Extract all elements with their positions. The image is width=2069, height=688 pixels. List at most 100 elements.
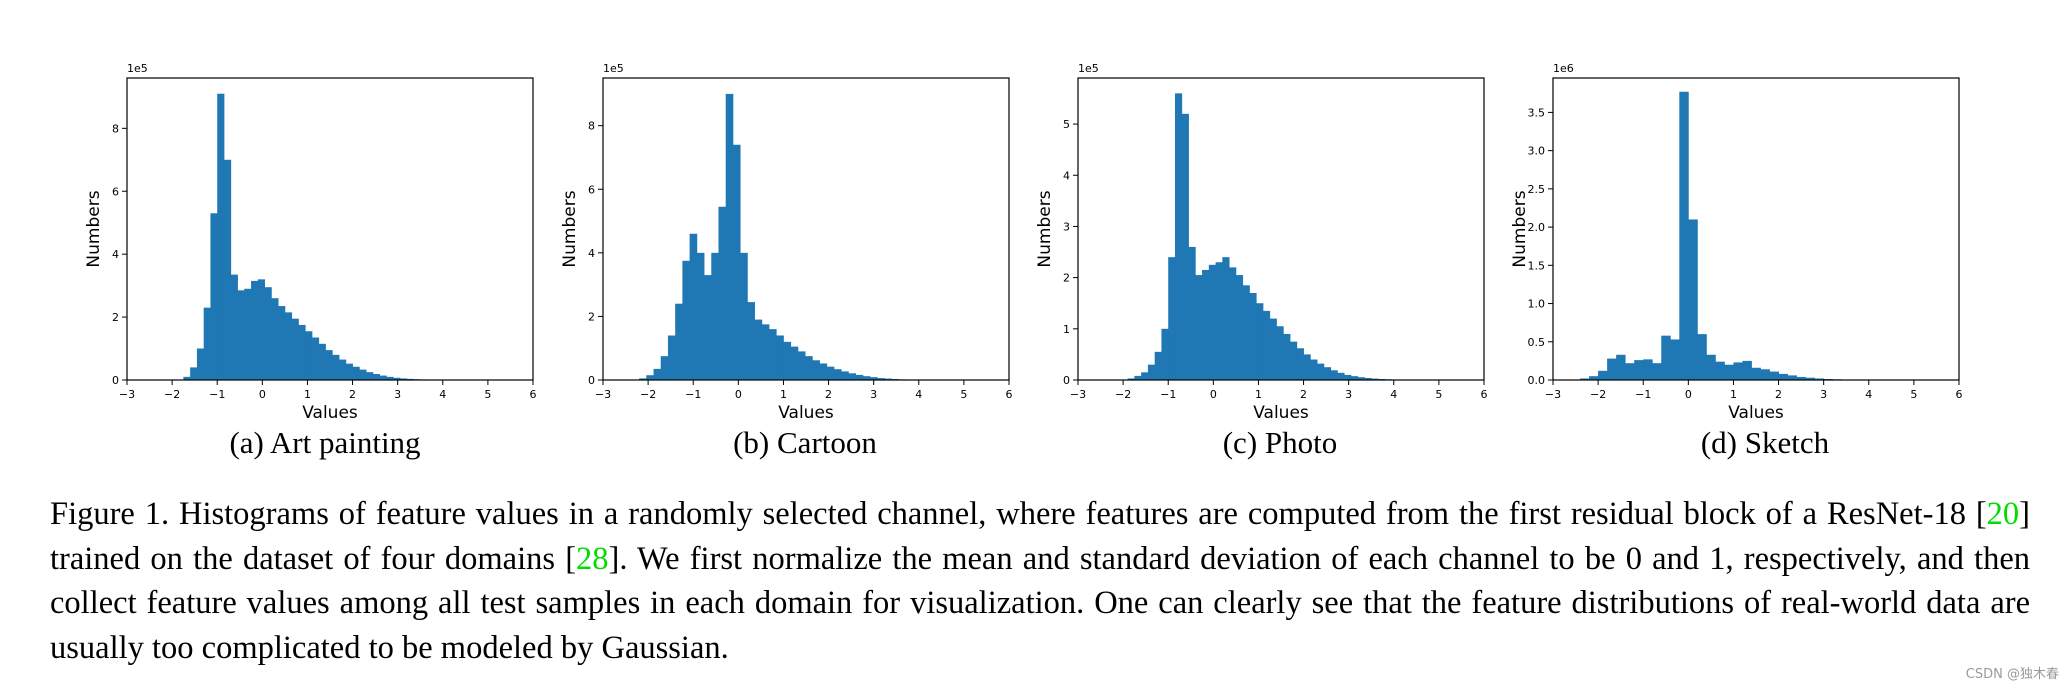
histogram-bar xyxy=(1796,376,1807,380)
histogram-bar xyxy=(689,233,698,380)
histogram-bar xyxy=(379,375,387,380)
x-tick-label: −2 xyxy=(1115,388,1131,401)
subcaption-cartoon: (b) Cartoon xyxy=(733,425,877,460)
histogram-bar xyxy=(1181,113,1189,380)
figure-caption: Figure 1. Histograms of feature values i… xyxy=(50,492,2030,670)
histogram-bar xyxy=(1688,219,1698,380)
citation-link-28[interactable]: 28 xyxy=(576,540,609,577)
histogram-bar xyxy=(833,369,842,380)
histogram-bar xyxy=(1371,378,1379,380)
y-tick-label: 0.5 xyxy=(1528,336,1546,349)
histogram-bar xyxy=(264,287,272,380)
histogram-bar xyxy=(877,378,885,380)
x-tick-label: 2 xyxy=(349,388,356,401)
histogram-bar xyxy=(819,363,828,380)
histogram-bar xyxy=(884,378,893,380)
histogram-bar xyxy=(1147,364,1156,380)
histogram-bar xyxy=(359,369,367,380)
histogram-bar xyxy=(230,274,238,380)
histogram-bar xyxy=(1715,361,1725,380)
histogram-bar xyxy=(870,377,878,380)
histogram-bar xyxy=(1724,364,1734,380)
histogram-bar xyxy=(393,377,401,380)
histogram-bar xyxy=(257,279,265,380)
histogram-bar xyxy=(639,378,647,380)
histogram-bar xyxy=(1778,373,1788,380)
y-tick-label: 6 xyxy=(112,185,119,198)
histogram-bar xyxy=(1634,360,1644,380)
y-tick-label: 8 xyxy=(112,122,119,135)
x-tick-label: −2 xyxy=(164,388,180,401)
histogram-cartoon: −3 −2 −1 0 1 2 3 4 5 6 0 2 4 6 8 1e5 Values Numbers xyxy=(560,62,1013,423)
histogram-bar xyxy=(675,303,683,380)
plot-frame xyxy=(126,77,534,381)
histogram-bar xyxy=(318,343,326,380)
histogram-bar xyxy=(725,93,734,380)
histogram-bar xyxy=(1276,326,1284,380)
histogram-bar xyxy=(1706,354,1716,380)
histogram-bar xyxy=(244,288,252,380)
histogram-bar xyxy=(1337,372,1345,380)
histogram-bar xyxy=(653,368,662,380)
histogram-bar xyxy=(754,319,763,380)
y-tick-label: 8 xyxy=(588,120,595,133)
histogram-bar xyxy=(1127,378,1135,380)
x-tick-label: 4 xyxy=(439,388,446,401)
x-tick-label: 0 xyxy=(735,388,742,401)
histogram-bar xyxy=(325,350,333,380)
histogram-bar xyxy=(223,159,232,380)
x-tick-label: 3 xyxy=(1345,388,1352,401)
histogram-bar xyxy=(732,144,741,380)
histogram-bar xyxy=(305,331,313,380)
y-tick-label: 4 xyxy=(112,248,119,261)
histogram-bar xyxy=(1364,377,1372,380)
histogram-bar xyxy=(1589,376,1599,380)
x-tick-label: 0 xyxy=(1210,388,1217,401)
y-tick-label: 0.0 xyxy=(1528,374,1546,387)
citation-link-20[interactable]: 20 xyxy=(1986,496,2020,532)
x-tick-label: 3 xyxy=(394,388,401,401)
histogram-sketch: −3 −2 −1 0 1 2 3 4 5 6 0.0 0.5 1.0 1.5 2.0 2.5 3.0 3.5 1e6… xyxy=(1510,62,1963,423)
caption-text-3: ]. We first normalize the mean and stand… xyxy=(50,540,2030,666)
caption-text-1: Figure 1. Histograms of feature values i… xyxy=(50,496,1987,532)
histogram-bar xyxy=(1769,371,1779,380)
subcaption-sketch: (d) Sketch xyxy=(1700,425,1830,460)
histogram-bar xyxy=(812,360,820,380)
x-tick-label: 6 xyxy=(530,388,537,401)
histogram-bar xyxy=(352,366,360,380)
histogram-bar xyxy=(372,374,381,380)
histogram-bar xyxy=(183,376,191,380)
histogram-bar xyxy=(1303,354,1311,380)
y-tick-label: 2 xyxy=(112,311,119,324)
histogram-bar xyxy=(237,290,245,380)
y-tick-label: 0 xyxy=(1063,374,1070,387)
histogram-bar xyxy=(1330,370,1338,380)
histogram-bar xyxy=(1310,359,1318,380)
histogram-bar xyxy=(278,306,286,380)
histogram-bar xyxy=(747,302,755,380)
histogram-bar xyxy=(1805,377,1816,380)
histogram-bar xyxy=(1697,334,1707,380)
histogram-bar xyxy=(711,252,719,380)
histogram-bar xyxy=(1229,267,1237,380)
x-tick-label: 1 xyxy=(1255,388,1262,401)
x-tick-label: 0 xyxy=(259,388,266,401)
x-tick-label: −1 xyxy=(209,388,225,401)
histogram-bar xyxy=(217,93,225,381)
histogram-bar xyxy=(1652,363,1662,380)
x-tick-label: 2 xyxy=(1775,388,1782,401)
histogram-bar xyxy=(1283,333,1291,380)
histogram-bar xyxy=(1188,246,1196,380)
x-tick-label: 1 xyxy=(780,388,787,401)
histogram-bar xyxy=(291,318,299,380)
y-tick-label: 1.5 xyxy=(1528,259,1546,272)
histogram-bar xyxy=(718,206,727,380)
watermark: CSDN @独木春 xyxy=(1965,667,2059,682)
histogram-bar xyxy=(332,354,340,380)
x-tick-label: 6 xyxy=(1481,388,1488,401)
x-tick-label: −3 xyxy=(595,388,611,401)
histogram-bar xyxy=(1742,360,1752,380)
axis-scale-label: 1e6 xyxy=(1553,62,1574,75)
y-tick-label: 6 xyxy=(588,183,595,196)
histogram-bar xyxy=(1679,91,1689,380)
